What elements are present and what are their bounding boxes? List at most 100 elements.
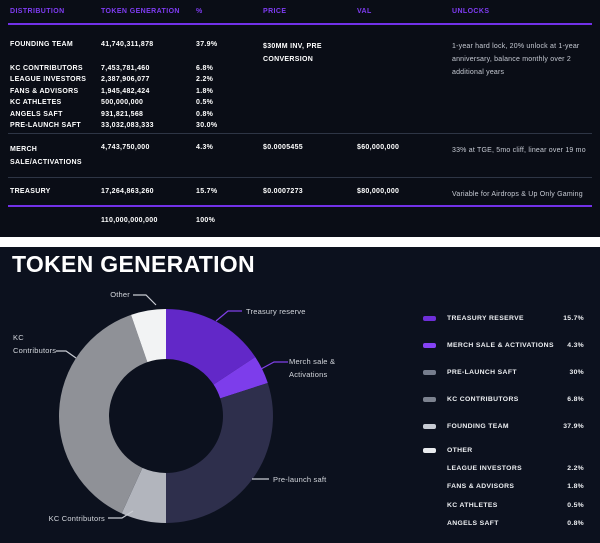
cell-unlocks: Variable for Airdrops & Up Only Gaming bbox=[452, 191, 583, 198]
legend-value: 6.8% bbox=[567, 395, 584, 403]
legend-label: FOUNDING TEAM bbox=[447, 422, 509, 430]
cell-val: $80,000,000 bbox=[357, 188, 400, 195]
cell-unlocks: 33% at TGE, 5mo cliff, linear over 19 mo bbox=[452, 147, 586, 154]
legend-value: 1.8% bbox=[567, 483, 584, 491]
col-header-unlocks: UNLOCKS bbox=[452, 8, 490, 15]
cell-total-tokens: 110,000,000,000 bbox=[101, 217, 158, 224]
token-generation-chart: TOKEN GENERATION Other Treasury reserve … bbox=[0, 247, 600, 543]
callout-kc-contributors-bottom: KC Contributors bbox=[48, 514, 105, 523]
legend-swatch bbox=[423, 316, 436, 321]
legend-swatch bbox=[423, 397, 436, 402]
tokenomics-table: DISTRIBUTION TOKEN GENERATION % PRICE VA… bbox=[0, 0, 600, 237]
callout-other: Other bbox=[110, 290, 130, 299]
legend-subitem: LEAGUE INVESTORS 2.2% bbox=[423, 463, 584, 474]
legend-item: MERCH SALE & ACTIVATIONS 4.3% bbox=[423, 340, 584, 351]
donut-chart bbox=[59, 309, 273, 523]
cell-price: $30MM INV, PRE CONVERSION bbox=[263, 43, 322, 63]
cell-distribution: FOUNDING TEAM bbox=[10, 41, 74, 48]
row-divider bbox=[8, 133, 592, 134]
cell-price: $0.0007273 bbox=[263, 188, 303, 195]
cell-tokens: 1,945,482,424 bbox=[101, 87, 150, 95]
callout-merch-sale: Merch sale & Activations bbox=[289, 357, 336, 379]
cell-val: $60,000,000 bbox=[357, 144, 400, 151]
legend-label: LEAGUE INVESTORS bbox=[447, 464, 522, 472]
legend-subitem: ANGELS SAFT 0.8% bbox=[423, 518, 584, 529]
cell-distribution: FANS & ADVISORS bbox=[10, 87, 79, 95]
donut-slice-5 bbox=[59, 314, 148, 514]
row-divider bbox=[8, 177, 592, 178]
col-header-distribution: DISTRIBUTION bbox=[10, 8, 65, 15]
cell-percent: 1.8% bbox=[196, 87, 214, 95]
callout-treasury-reserve: Treasury reserve bbox=[246, 307, 306, 316]
legend-item: KC CONTRIBUTORS 6.8% bbox=[423, 394, 584, 405]
total-divider bbox=[8, 205, 592, 207]
legend-value: 37.9% bbox=[563, 422, 584, 430]
cell-tokens: 7,453,781,460 bbox=[101, 64, 150, 72]
cell-tokens: 931,821,568 bbox=[101, 110, 144, 118]
legend-value: 30% bbox=[569, 368, 584, 376]
cell-tokens: 500,000,000 bbox=[101, 99, 144, 106]
legend-item: TREASURY RESERVE 15.7% bbox=[423, 313, 584, 324]
donut-slice-1 bbox=[166, 309, 256, 385]
legend-label: PRE-LAUNCH SAFT bbox=[447, 368, 517, 376]
legend-value: 15.7% bbox=[563, 314, 584, 322]
cell-distribution: LEAGUE INVESTORS bbox=[10, 76, 87, 83]
col-header-price: PRICE bbox=[263, 8, 287, 15]
cell-percent: 4.3% bbox=[196, 144, 214, 151]
cell-percent: 2.2% bbox=[196, 76, 214, 83]
legend-swatch bbox=[423, 448, 436, 453]
header-divider bbox=[8, 23, 592, 25]
legend-item: PRE-LAUNCH SAFT 30% bbox=[423, 367, 584, 378]
col-header-token-generation: TOKEN GENERATION bbox=[101, 8, 180, 15]
cell-unlocks: 1-year hard lock, 20% unlock at 1-year a… bbox=[452, 43, 580, 76]
legend-subitem: KC ATHLETES 0.5% bbox=[423, 500, 584, 511]
legend-subitem: FANS & ADVISORS 1.8% bbox=[423, 482, 584, 493]
legend-label: KC CONTRIBUTORS bbox=[447, 395, 519, 403]
legend-item: FOUNDING TEAM 37.9% bbox=[423, 421, 584, 432]
cell-percent: 0.8% bbox=[196, 110, 214, 118]
legend-label: ANGELS SAFT bbox=[447, 519, 499, 527]
cell-tokens: 2,387,906,077 bbox=[101, 76, 150, 83]
legend-label: FANS & ADVISORS bbox=[447, 483, 515, 491]
cell-percent: 15.7% bbox=[196, 188, 218, 195]
legend-label: MERCH SALE & ACTIVATIONS bbox=[447, 341, 554, 349]
legend-label: KC ATHLETES bbox=[447, 501, 498, 509]
callout-kc-contributors-left: KC Contributors bbox=[13, 333, 57, 355]
cell-percent: 30.0% bbox=[196, 122, 218, 129]
cell-distribution: PRE-LAUNCH SAFT bbox=[10, 122, 81, 129]
cell-distribution: TREASURY bbox=[10, 188, 51, 195]
callout-pre-launch-saft: Pre-launch saft bbox=[273, 475, 327, 484]
legend-swatch bbox=[423, 370, 436, 375]
cell-total-percent: 100% bbox=[196, 217, 216, 224]
cell-price: $0.0005455 bbox=[263, 144, 303, 151]
cell-percent: 6.8% bbox=[196, 64, 214, 72]
legend-value: 2.2% bbox=[567, 464, 584, 472]
chart-legend: TREASURY RESERVE 15.7% MERCH SALE & ACTI… bbox=[423, 247, 584, 543]
legend-value: 4.3% bbox=[567, 341, 584, 349]
cell-tokens: 41,740,311,878 bbox=[101, 41, 154, 48]
cell-tokens: 17,264,863,260 bbox=[101, 188, 154, 195]
donut-slice-6 bbox=[131, 309, 166, 363]
col-header-percent: % bbox=[196, 8, 203, 15]
cell-distribution: KC CONTRIBUTORS bbox=[10, 64, 83, 72]
chart-title: TOKEN GENERATION bbox=[12, 251, 255, 277]
col-header-val: VAL bbox=[357, 8, 372, 15]
legend-label: TREASURY RESERVE bbox=[447, 314, 524, 322]
cell-percent: 0.5% bbox=[196, 99, 214, 106]
cell-tokens: 33,032,083,333 bbox=[101, 122, 154, 129]
legend-value: 0.8% bbox=[567, 519, 584, 527]
legend-item: OTHER bbox=[423, 445, 584, 456]
cell-distribution: MERCH SALE/ACTIVATIONS bbox=[10, 146, 82, 166]
donut-slice-3 bbox=[166, 382, 273, 523]
cell-percent: 37.9% bbox=[196, 41, 218, 48]
cell-distribution: ANGELS SAFT bbox=[10, 110, 63, 118]
section-divider bbox=[0, 237, 600, 247]
donut-slice-4 bbox=[121, 467, 166, 523]
legend-value: 0.5% bbox=[567, 501, 584, 509]
donut-slice-2 bbox=[213, 356, 268, 399]
legend-swatch bbox=[423, 343, 436, 348]
legend-swatch bbox=[423, 424, 436, 429]
legend-label: OTHER bbox=[447, 446, 473, 454]
cell-distribution: KC ATHLETES bbox=[10, 99, 62, 106]
